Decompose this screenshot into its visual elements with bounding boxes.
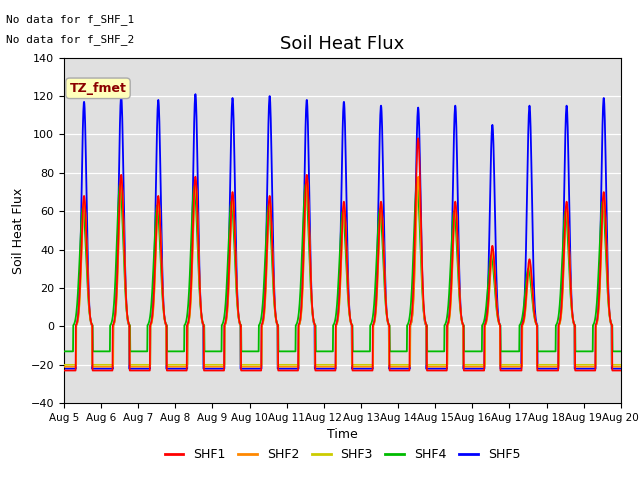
SHF3	[348, 323, 356, 328]
SHF1	[406, 322, 413, 328]
SHF5	[406, 366, 414, 372]
SHF2	[60, 364, 68, 370]
X-axis label: Time: Time	[327, 429, 358, 442]
SHF5	[191, 91, 199, 97]
SHF5	[508, 366, 516, 372]
SHF5	[212, 366, 220, 372]
SHF4	[413, 180, 420, 185]
SHF2	[348, 322, 356, 328]
SHF3	[593, 322, 600, 327]
SHF3	[508, 362, 516, 368]
SHF1	[414, 135, 422, 141]
SHF2	[414, 174, 422, 180]
Text: No data for f_SHF_2: No data for f_SHF_2	[6, 34, 134, 45]
SHF2	[212, 364, 220, 370]
Line: SHF2: SHF2	[64, 177, 621, 367]
Line: SHF4: SHF4	[64, 182, 621, 351]
SHF2	[164, 364, 172, 370]
Title: Soil Heat Flux: Soil Heat Flux	[280, 35, 404, 53]
SHF2	[508, 364, 516, 370]
SHF4	[406, 314, 413, 320]
SHF2	[406, 364, 413, 370]
SHF4	[164, 348, 172, 354]
Line: SHF3: SHF3	[64, 179, 621, 365]
SHF2	[617, 364, 625, 370]
Y-axis label: Soil Heat Flux: Soil Heat Flux	[12, 187, 25, 274]
SHF4	[60, 348, 68, 354]
Text: TZ_fmet: TZ_fmet	[70, 82, 127, 95]
SHF3	[60, 362, 68, 368]
SHF1	[593, 320, 600, 325]
SHF5	[348, 366, 356, 372]
SHF3	[617, 362, 625, 368]
SHF1	[164, 368, 172, 373]
SHF3	[406, 362, 413, 368]
SHF4	[212, 348, 220, 354]
SHF2	[593, 321, 600, 327]
Text: No data for f_SHF_1: No data for f_SHF_1	[6, 14, 134, 25]
Line: SHF1: SHF1	[64, 138, 621, 371]
SHF4	[593, 303, 600, 309]
SHF3	[164, 362, 172, 368]
SHF1	[508, 368, 516, 373]
SHF1	[348, 322, 356, 327]
SHF4	[617, 348, 625, 354]
Legend: SHF1, SHF2, SHF3, SHF4, SHF5: SHF1, SHF2, SHF3, SHF4, SHF5	[159, 443, 525, 466]
SHF5	[164, 366, 172, 372]
SHF1	[212, 368, 220, 373]
SHF1	[617, 368, 625, 373]
SHF4	[348, 322, 356, 327]
SHF3	[212, 362, 220, 368]
SHF1	[60, 368, 68, 373]
SHF5	[617, 366, 625, 372]
SHF5	[593, 321, 600, 326]
SHF4	[508, 348, 516, 354]
Line: SHF5: SHF5	[64, 94, 621, 369]
SHF5	[60, 366, 68, 372]
SHF3	[414, 176, 422, 181]
